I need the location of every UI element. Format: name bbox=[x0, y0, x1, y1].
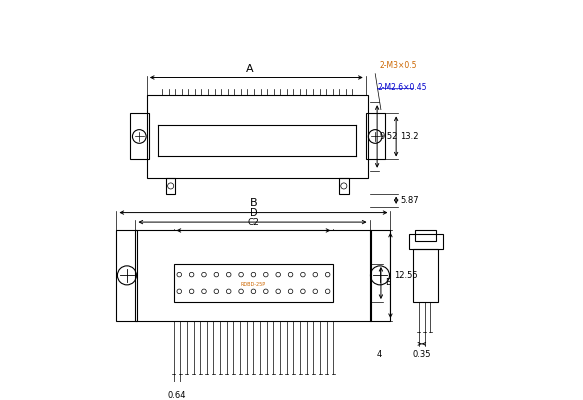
Text: 9.52: 9.52 bbox=[379, 132, 398, 141]
Text: 13.2: 13.2 bbox=[400, 132, 419, 141]
Text: D: D bbox=[250, 208, 257, 218]
Text: 5.87: 5.87 bbox=[400, 196, 419, 205]
Text: E: E bbox=[385, 278, 390, 288]
Text: 2-M2.6×0.45: 2-M2.6×0.45 bbox=[377, 83, 427, 92]
Text: RDBD-25P: RDBD-25P bbox=[241, 282, 266, 287]
Text: 2-M3×0.5: 2-M3×0.5 bbox=[379, 61, 416, 70]
Bar bbox=[413, 249, 438, 302]
Bar bbox=[415, 230, 436, 241]
Text: 4: 4 bbox=[377, 350, 382, 359]
Bar bbox=[409, 234, 442, 249]
Text: 0.35: 0.35 bbox=[413, 350, 431, 358]
Text: 12.55: 12.55 bbox=[394, 271, 418, 280]
Bar bbox=[366, 114, 385, 160]
Bar bbox=[166, 178, 175, 194]
Bar bbox=[130, 114, 149, 160]
Bar bbox=[135, 230, 371, 321]
Bar bbox=[147, 95, 368, 178]
Bar bbox=[339, 178, 349, 194]
Text: 0.64: 0.64 bbox=[168, 392, 186, 400]
Text: B: B bbox=[250, 198, 257, 208]
Bar bbox=[370, 230, 391, 321]
Bar bbox=[174, 264, 333, 302]
Text: C2: C2 bbox=[248, 218, 259, 228]
Bar bbox=[117, 230, 138, 321]
Text: A: A bbox=[246, 64, 254, 74]
